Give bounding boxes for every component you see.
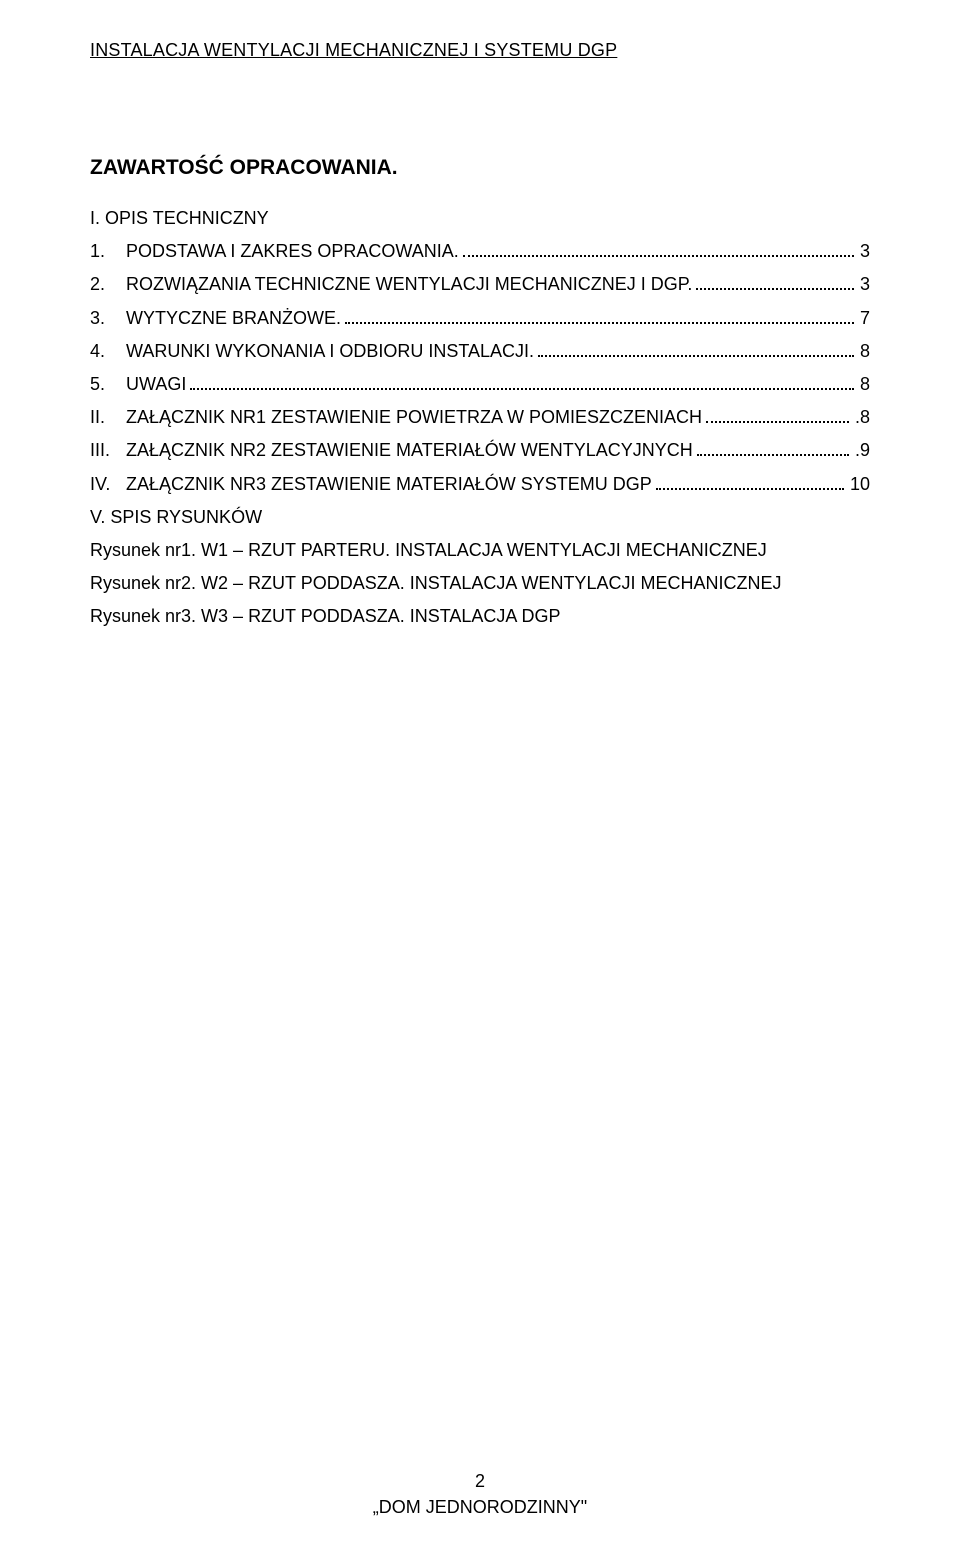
toc-number: 5.: [90, 374, 126, 395]
toc-entry: III. ZAŁĄCZNIK NR2 ZESTAWIENIE MATERIAŁÓ…: [90, 440, 870, 461]
toc-entry: 2. ROZWIĄZANIA TECHNICZNE WENTYLACJI MEC…: [90, 274, 870, 295]
toc-leader-dots: [706, 407, 849, 423]
document-page: INSTALACJA WENTYLACJI MECHANICZNEJ I SYS…: [0, 0, 960, 1550]
toc-number: 4.: [90, 341, 126, 362]
page-footer: 2 „DOM JEDNORODZINNY": [0, 1468, 960, 1520]
toc-number: 1.: [90, 241, 126, 262]
toc-page-number: 8: [858, 341, 870, 362]
toc-entry: IV. ZAŁĄCZNIK NR3 ZESTAWIENIE MATERIAŁÓW…: [90, 473, 870, 494]
drawing-entry: Rysunek nr3. W3 – RZUT PODDASZA. INSTALA…: [90, 606, 870, 627]
toc-page-number: .8: [853, 407, 870, 428]
toc-text: ZAŁĄCZNIK NR2 ZESTAWIENIE MATERIAŁÓW WEN…: [126, 440, 693, 461]
section-technical-label: I. OPIS TECHNICZNY: [90, 208, 870, 229]
toc-page-number: 3: [858, 274, 870, 295]
toc-text: PODSTAWA I ZAKRES OPRACOWANIA.: [126, 241, 459, 262]
drawing-entry: Rysunek nr2. W2 – RZUT PODDASZA. INSTALA…: [90, 573, 870, 594]
footer-doc-name: „DOM JEDNORODZINNY": [0, 1494, 960, 1520]
table-of-contents: 1. PODSTAWA I ZAKRES OPRACOWANIA. 3 2. R…: [90, 241, 870, 495]
toc-number: III.: [90, 440, 126, 461]
footer-page-number: 2: [0, 1468, 960, 1494]
toc-number: 2.: [90, 274, 126, 295]
toc-number: IV.: [90, 474, 126, 495]
toc-page-number: 3: [858, 241, 870, 262]
toc-leader-dots: [656, 473, 844, 489]
toc-leader-dots: [697, 440, 849, 456]
toc-entry: II. ZAŁĄCZNIK NR1 ZESTAWIENIE POWIETRZA …: [90, 407, 870, 428]
toc-text: WARUNKI WYKONANIA I ODBIORU INSTALACJI.: [126, 341, 534, 362]
drawing-entry: Rysunek nr1. W1 – RZUT PARTERU. INSTALAC…: [90, 540, 870, 561]
section-drawings-label: V. SPIS RYSUNKÓW: [90, 507, 870, 528]
toc-entry: 3. WYTYCZNE BRANŻOWE. 7: [90, 307, 870, 328]
toc-page-number: .9: [853, 440, 870, 461]
toc-leader-dots: [463, 241, 854, 257]
main-heading: ZAWARTOŚĆ OPRACOWANIA.: [90, 156, 870, 180]
toc-text: ZAŁĄCZNIK NR3 ZESTAWIENIE MATERIAŁÓW SYS…: [126, 474, 652, 495]
toc-leader-dots: [345, 307, 854, 323]
toc-leader-dots: [190, 374, 854, 390]
toc-leader-dots: [538, 341, 854, 357]
toc-text: WYTYCZNE BRANŻOWE.: [126, 308, 341, 329]
toc-entry: 5. UWAGI 8: [90, 374, 870, 395]
toc-text: UWAGI: [126, 374, 186, 395]
toc-text: ROZWIĄZANIA TECHNICZNE WENTYLACJI MECHAN…: [126, 274, 692, 295]
toc-page-number: 10: [848, 474, 870, 495]
toc-entry: 4. WARUNKI WYKONANIA I ODBIORU INSTALACJ…: [90, 341, 870, 362]
toc-number: II.: [90, 407, 126, 428]
toc-text: ZAŁĄCZNIK NR1 ZESTAWIENIE POWIETRZA W PO…: [126, 407, 702, 428]
toc-page-number: 7: [858, 308, 870, 329]
toc-page-number: 8: [858, 374, 870, 395]
toc-leader-dots: [696, 274, 854, 290]
page-header-title: INSTALACJA WENTYLACJI MECHANICZNEJ I SYS…: [90, 40, 870, 61]
toc-entry: 1. PODSTAWA I ZAKRES OPRACOWANIA. 3: [90, 241, 870, 262]
toc-number: 3.: [90, 308, 126, 329]
